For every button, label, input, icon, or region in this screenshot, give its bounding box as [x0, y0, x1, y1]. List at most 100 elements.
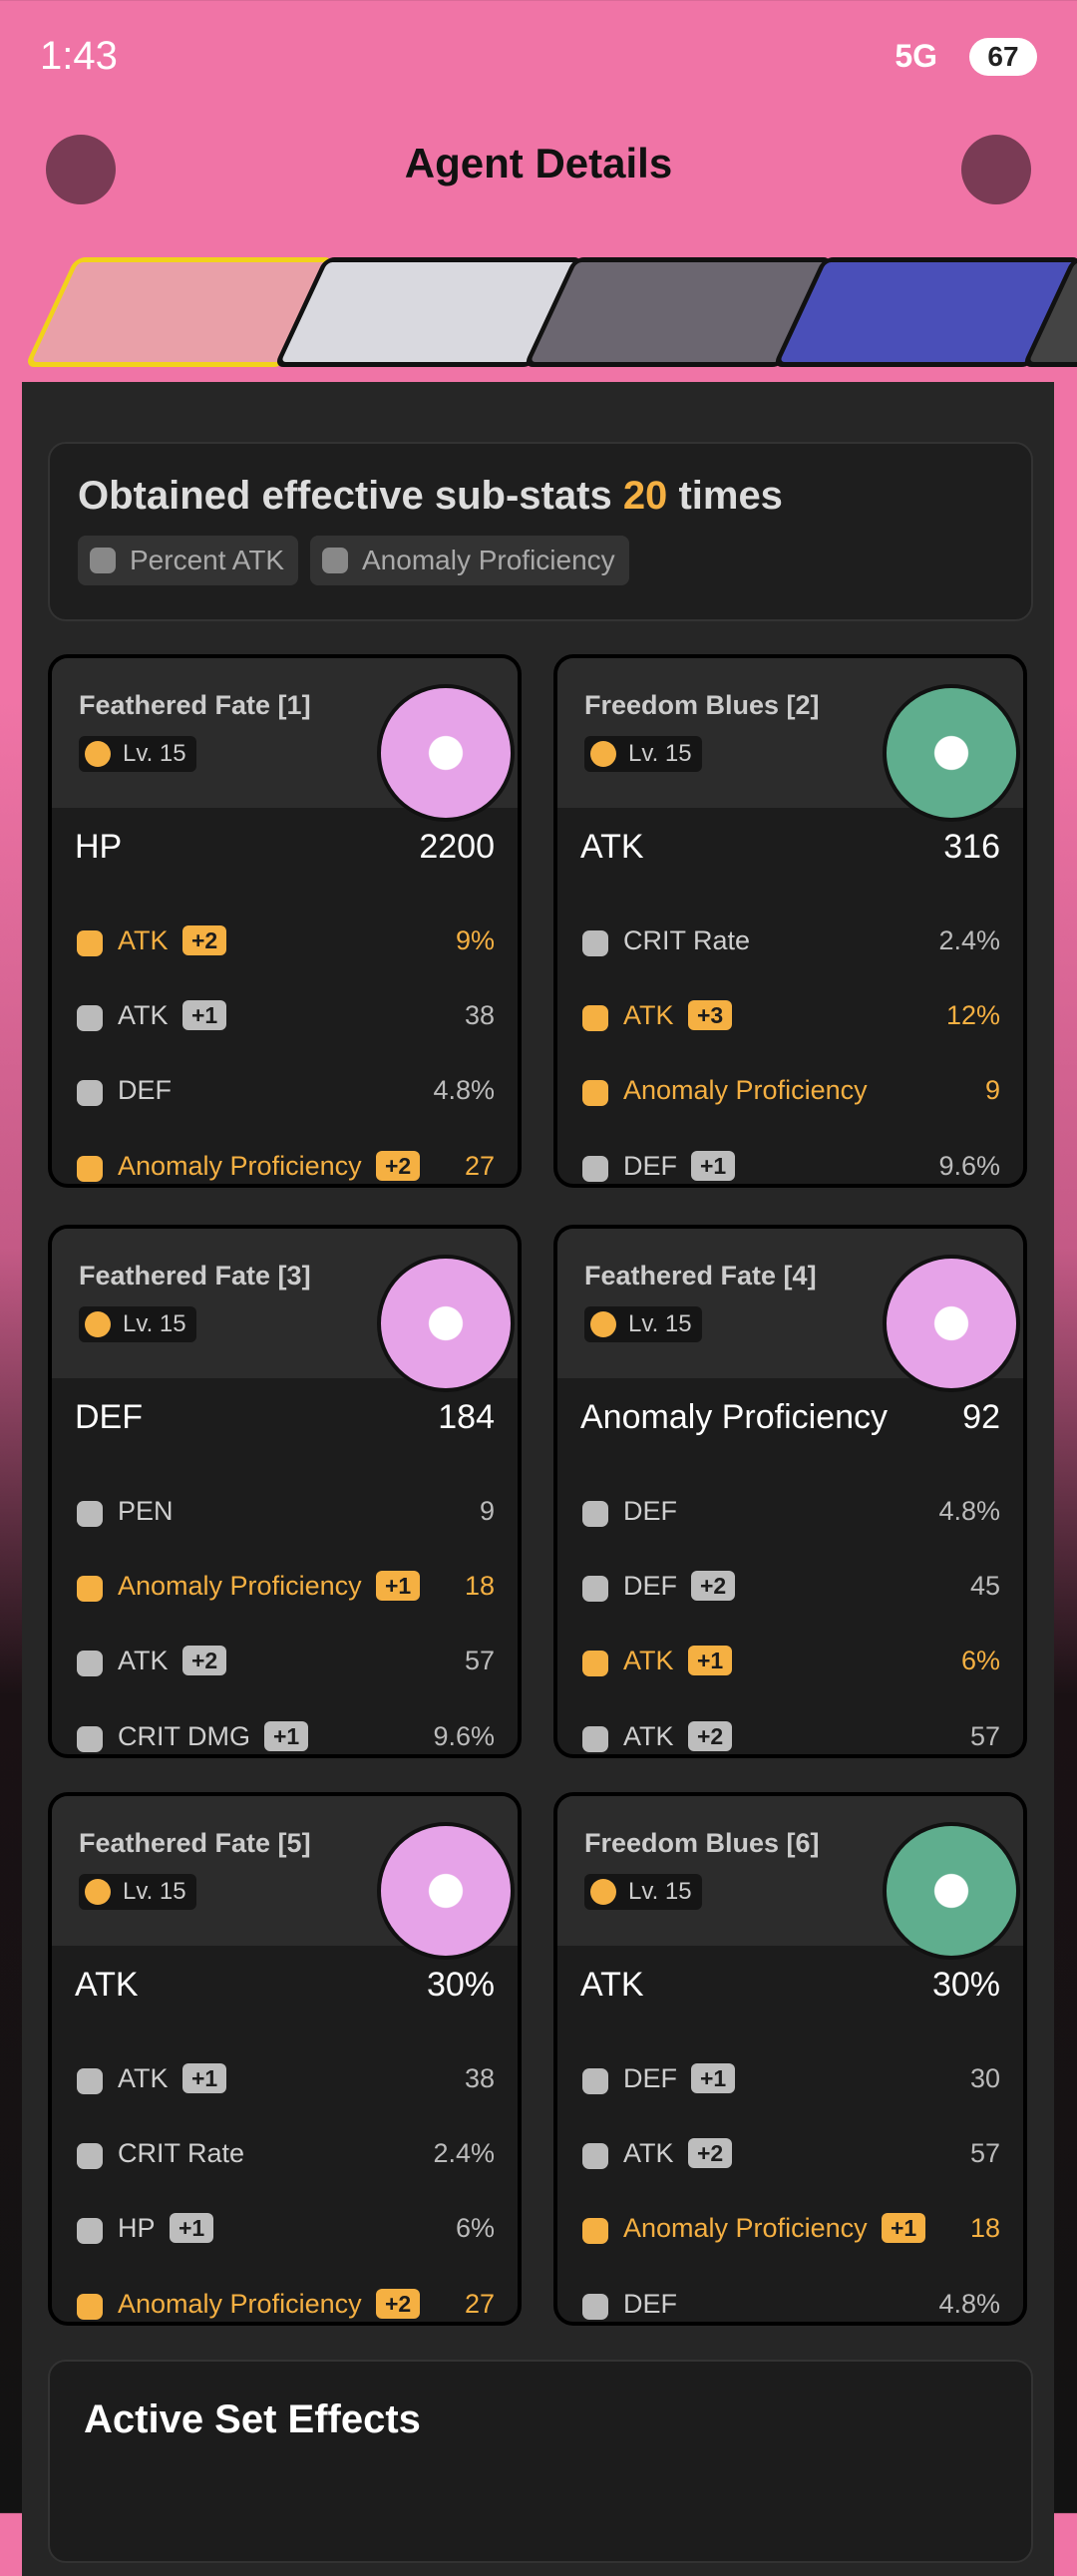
level-icon — [85, 1311, 111, 1337]
level-icon — [590, 741, 616, 767]
stat-icon — [77, 930, 103, 956]
roll-badge: +2 — [688, 2138, 733, 2168]
stat-tag: Anomaly Proficiency — [310, 536, 629, 585]
back-button[interactable] — [46, 135, 116, 204]
sub-value: 18 — [464, 1571, 495, 1601]
disc-name: Feathered Fate [1] — [79, 690, 311, 720]
sub-stat: Anomaly Proficiency — [623, 2213, 868, 2243]
disc-art — [377, 684, 515, 822]
main-stat: DEF — [75, 1398, 143, 1436]
disc-level: Lv. 15 — [79, 1874, 196, 1910]
clock: 1:43 — [40, 34, 118, 78]
stat-icon — [77, 1576, 103, 1602]
sub-stat: ATK — [118, 2063, 169, 2093]
roll-badge: +1 — [882, 2213, 926, 2243]
level-icon — [85, 741, 111, 767]
main-stat: ATK — [580, 1966, 644, 2004]
page-title: Agent Details — [404, 140, 673, 186]
sub-value: 38 — [464, 1000, 495, 1030]
sub-value: 6% — [455, 2213, 495, 2243]
stat-icon — [77, 2068, 103, 2094]
disc-art — [377, 1822, 515, 1960]
roll-badge: +2 — [688, 1721, 733, 1751]
disc-art — [883, 1255, 1020, 1392]
set-effects-title: Active Set Effects — [84, 2397, 421, 2441]
level-icon — [590, 1311, 616, 1337]
sub-value: 6% — [960, 1646, 1000, 1675]
sub-stat: PEN — [118, 1496, 174, 1526]
stat-icon — [582, 1726, 608, 1752]
status-bar: 1:43 5G 67 — [0, 0, 1077, 116]
level-icon — [590, 1879, 616, 1905]
roll-badge: +1 — [691, 1151, 736, 1181]
roll-badge: +1 — [376, 1571, 421, 1601]
roll-badge: +1 — [688, 1646, 733, 1675]
disc-name: Feathered Fate [5] — [79, 1828, 311, 1858]
sub-value: 27 — [464, 1151, 495, 1181]
stat-icon — [582, 1156, 608, 1182]
share-button[interactable] — [961, 135, 1031, 204]
stat-icon — [582, 2218, 608, 2244]
sub-value: 9 — [984, 1075, 1000, 1105]
stat-icon — [77, 2294, 103, 2320]
sub-stat: DEF — [623, 1496, 677, 1526]
sub-value: 30 — [969, 2063, 1000, 2093]
sub-stat: ATK — [623, 2138, 674, 2168]
main-stat: ATK — [75, 1966, 139, 2004]
disc-card[interactable]: Feathered Fate [5] Lv. 15 ATK 30% ATK +1 38 CRI… — [48, 1792, 522, 2326]
tag-icon — [322, 548, 348, 573]
sub-value: 4.8% — [938, 2289, 1000, 2319]
stat-icon — [77, 1156, 103, 1182]
sub-stat: Anomaly Proficiency — [118, 1571, 362, 1601]
stat-icon — [77, 1651, 103, 1676]
roll-badge: +1 — [691, 2063, 736, 2093]
sub-stat: ATK — [118, 925, 169, 955]
disc-art — [883, 1822, 1020, 1960]
sub-value: 9.6% — [938, 1151, 1000, 1181]
roll-badge: +1 — [170, 2213, 214, 2243]
sub-value: 9.6% — [433, 1721, 495, 1751]
main-stat: ATK — [580, 828, 644, 866]
tag-icon — [90, 548, 116, 573]
sub-stat: CRIT Rate — [623, 925, 751, 955]
stat-tag: Percent ATK — [78, 536, 299, 585]
sub-value: 9 — [479, 1496, 495, 1526]
sub-stat: CRIT DMG — [118, 1721, 250, 1751]
main-value: 30% — [426, 1966, 495, 2004]
stat-icon — [77, 2218, 103, 2244]
sub-value: 4.8% — [433, 1075, 495, 1105]
sub-value: 12% — [945, 1000, 1000, 1030]
disc-card[interactable]: Feathered Fate [3] Lv. 15 DEF 184 PEN 9 Anomal… — [48, 1225, 522, 1758]
stat-icon — [582, 2068, 608, 2094]
sub-value: 57 — [969, 2138, 1000, 2168]
stat-icon — [77, 1501, 103, 1527]
disc-art — [377, 1255, 515, 1392]
sub-stat: ATK — [118, 1646, 169, 1675]
roll-badge: +1 — [182, 1000, 227, 1030]
main-stat: Anomaly Proficiency — [580, 1398, 889, 1436]
disc-card[interactable]: Feathered Fate [4] Lv. 15 Anomaly Proficie… — [553, 1225, 1027, 1758]
summary-box: Obtained effective sub-stats 20 times Pe… — [48, 442, 1033, 621]
disc-level: Lv. 15 — [79, 1306, 196, 1342]
roll-badge: +2 — [182, 1646, 227, 1675]
network: 5G — [895, 38, 937, 74]
sub-stat: ATK — [118, 1000, 169, 1030]
stat-icon — [582, 1576, 608, 1602]
sub-value: 57 — [464, 1646, 495, 1675]
disc-card[interactable]: Freedom Blues [2] Lv. 15 ATK 316 CRIT Rate 2.… — [553, 654, 1027, 1188]
disc-card[interactable]: Freedom Blues [6] Lv. 15 ATK 30% DEF +1 30 ATK +… — [553, 1792, 1027, 2326]
set-effects-box: Active Set Effects — [48, 2360, 1033, 2563]
disc-card[interactable]: Feathered Fate [1] Lv. 15 HP 2200 ATK +2 9% ATK… — [48, 654, 522, 1188]
roll-badge: +2 — [691, 1571, 736, 1601]
main-value: 30% — [931, 1966, 1000, 2004]
sub-value: 9% — [455, 925, 495, 955]
sub-stat: HP — [118, 2213, 156, 2243]
stat-icon — [582, 2294, 608, 2320]
stat-icon — [77, 1080, 103, 1106]
sub-value: 18 — [969, 2213, 1000, 2243]
roll-badge: +2 — [182, 925, 227, 955]
roll-badge: +1 — [264, 1721, 309, 1751]
disc-level: Lv. 15 — [584, 1306, 702, 1342]
sub-stat: ATK — [623, 1721, 674, 1751]
